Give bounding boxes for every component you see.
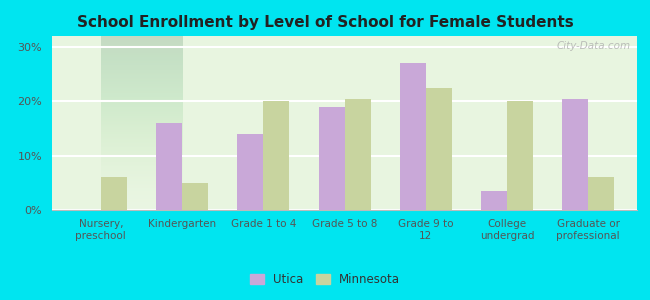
Text: City-Data.com: City-Data.com bbox=[557, 41, 631, 51]
Bar bbox=[426, 88, 452, 210]
Bar bbox=[344, 98, 370, 210]
Bar bbox=[318, 107, 344, 210]
Bar bbox=[507, 101, 533, 210]
Bar bbox=[263, 101, 289, 210]
Legend: Utica, Minnesota: Utica, Minnesota bbox=[245, 269, 405, 291]
Bar bbox=[237, 134, 263, 210]
Text: School Enrollment by Level of School for Female Students: School Enrollment by Level of School for… bbox=[77, 15, 573, 30]
Bar bbox=[588, 177, 614, 210]
Bar bbox=[562, 98, 588, 210]
Bar bbox=[101, 177, 127, 210]
Bar bbox=[481, 191, 507, 210]
Bar bbox=[400, 63, 426, 210]
Bar bbox=[156, 123, 182, 210]
Bar bbox=[182, 183, 208, 210]
